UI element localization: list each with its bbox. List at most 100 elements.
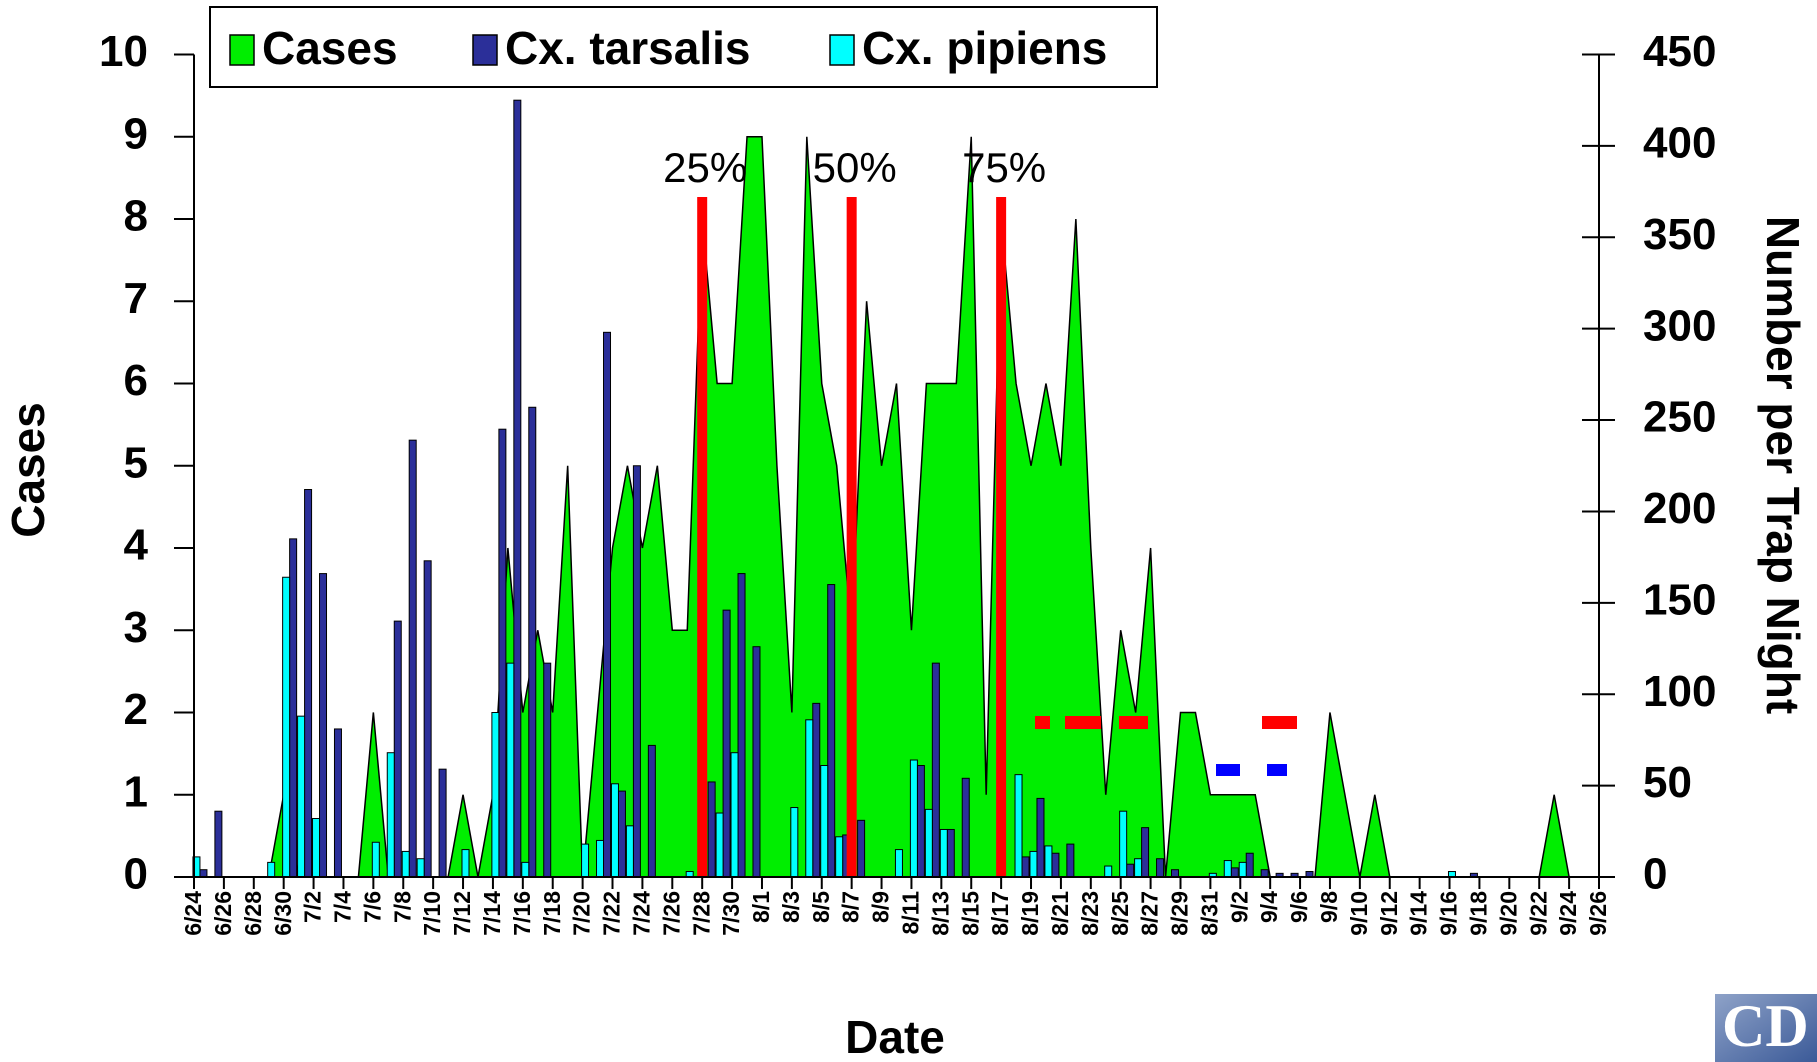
logo-text: CD [1722, 993, 1809, 1059]
x-tick-label: 7/22 [599, 891, 625, 936]
x-tick-label: 7/28 [688, 891, 714, 936]
y2-tick-label: 0 [1643, 850, 1667, 899]
bar [610, 783, 619, 878]
red-marker [1035, 716, 1050, 729]
bar [939, 828, 948, 878]
x-tick-label: 8/13 [927, 891, 953, 936]
y-tick-label: 9 [124, 109, 148, 158]
y-tick-label: 10 [99, 27, 148, 76]
x-tick-label: 8/17 [987, 891, 1013, 936]
bar [812, 702, 821, 878]
x-tick-label: 7/30 [718, 891, 744, 936]
y2-tick-label: 450 [1643, 27, 1716, 76]
bar [715, 812, 724, 878]
y2-tick-label: 100 [1643, 667, 1716, 716]
bar [916, 765, 925, 878]
bar [617, 790, 626, 878]
x-tick-label: 9/22 [1525, 891, 1551, 936]
y2-tick-label: 400 [1643, 119, 1716, 168]
bar [827, 584, 836, 878]
x-tick-label: 9/20 [1495, 891, 1521, 936]
bar [1036, 797, 1045, 878]
bar [722, 609, 731, 878]
bar [603, 331, 612, 878]
legend-box [209, 6, 1158, 88]
blue-marker [1216, 764, 1240, 776]
x-tick-label: 7/2 [300, 891, 326, 923]
x-tick-label: 7/14 [479, 891, 505, 936]
bar [707, 781, 716, 878]
y2-tick-label: 50 [1643, 758, 1692, 807]
percentile-line [996, 197, 1007, 877]
bar [820, 765, 829, 878]
x-tick-label: 6/26 [210, 891, 236, 936]
bar [498, 428, 507, 878]
x-tick-label: 8/19 [1017, 891, 1043, 936]
y-tick-label: 2 [124, 685, 148, 734]
bar [931, 662, 940, 878]
x-tick-label: 7/26 [658, 891, 684, 936]
y2-tick-label: 150 [1643, 575, 1716, 624]
bar [393, 620, 402, 878]
bar [289, 538, 298, 878]
bar [1051, 852, 1060, 878]
y2-tick-label: 200 [1643, 484, 1716, 533]
x-tick-label: 9/10 [1346, 891, 1372, 936]
bar [752, 646, 761, 878]
period-markers [1035, 716, 1297, 776]
y-tick-label: 3 [124, 603, 148, 652]
bar [1104, 865, 1113, 878]
legend-label: Cases [262, 22, 398, 74]
x-tick-label: 8/25 [1107, 891, 1133, 936]
bar [625, 825, 634, 878]
blue-marker [1267, 764, 1287, 776]
legend-label: Cx. pipiens [862, 22, 1107, 74]
bar [521, 861, 530, 878]
y-tick-label: 1 [124, 767, 148, 816]
bar [1044, 845, 1053, 878]
bar [1156, 858, 1165, 878]
x-tick-label: 9/6 [1286, 891, 1312, 923]
bar [1134, 858, 1143, 878]
y-tick-label: 6 [124, 356, 148, 405]
bar [1223, 860, 1232, 878]
percentile-label: 50% [813, 144, 897, 191]
x-tick-label: 8/15 [957, 891, 983, 936]
x-tick-label: 7/20 [569, 891, 595, 936]
x-tick-label: 8/5 [808, 891, 834, 923]
bar [513, 99, 522, 878]
bar [909, 759, 918, 878]
y2-tick-label: 350 [1643, 210, 1716, 259]
bar [491, 712, 500, 878]
bar [894, 849, 903, 878]
bar [1066, 843, 1075, 878]
y-tick-label: 8 [124, 192, 148, 241]
bar [506, 662, 515, 878]
bar [1014, 774, 1023, 878]
x-tick-label: 7/12 [449, 891, 475, 936]
bar [423, 560, 432, 878]
x-tick-label: 6/28 [240, 891, 266, 936]
x-tick-label: 7/8 [389, 891, 415, 923]
x-tick-label: 7/6 [359, 891, 385, 923]
x-tick-label: 9/2 [1226, 891, 1252, 923]
x-tick-label: 8/11 [898, 891, 924, 935]
bar [1238, 861, 1247, 878]
bar [304, 489, 313, 878]
bar [1021, 856, 1030, 878]
bar [528, 406, 537, 878]
x-tick-label: 6/30 [270, 891, 296, 936]
y-tick-label: 0 [124, 850, 148, 899]
bar [857, 819, 866, 878]
legend-swatch [829, 34, 855, 66]
x-tick-label: 7/10 [419, 891, 445, 936]
bar [581, 843, 590, 878]
percentile-label: 75% [962, 144, 1046, 191]
x-tick-label: 8/31 [1196, 891, 1222, 936]
bar [737, 573, 746, 878]
x-tick-label: 7/24 [628, 891, 654, 936]
y2-axis-title: Number per Trap Night [1757, 216, 1809, 714]
y-axis-title: Cases [2, 402, 54, 538]
bar [543, 662, 552, 878]
